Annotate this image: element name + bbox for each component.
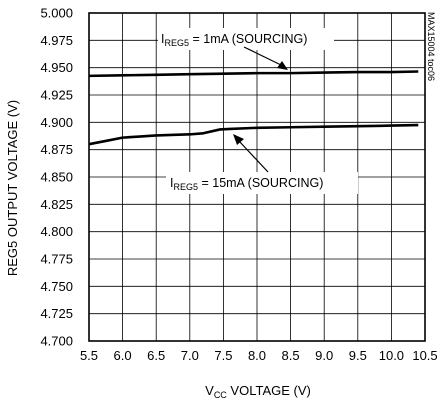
x-tick-label: 7.0 — [181, 348, 199, 363]
y-tick-label: 4.700 — [40, 334, 73, 349]
x-tick-label: 6.0 — [114, 348, 132, 363]
y-tick-label: 4.725 — [40, 306, 73, 321]
series-2-arrowhead — [233, 134, 244, 145]
y-tick-label: 4.875 — [40, 142, 73, 157]
x-axis-title: VCC VOLTAGE (V) — [205, 383, 311, 400]
series-1-line — [88, 70, 419, 78]
series-1-pointer — [243, 46, 282, 66]
y-tick-label: 4.925 — [40, 88, 73, 103]
series-lines — [88, 70, 419, 146]
x-tick-label: 10.5 — [412, 348, 437, 363]
y-tick-label: 5.000 — [40, 6, 73, 21]
series-1-label: IREG5 = 1mA (SOURCING) — [161, 32, 307, 48]
x-tick-label: 6.5 — [147, 348, 165, 363]
y-axis-title: REG5 OUTPUT VOLTAGE (V) — [5, 100, 20, 276]
series-2-line — [88, 123, 419, 146]
series-1-arrowhead — [277, 61, 288, 70]
x-tick-labels: 5.5 6.0 6.5 7.0 7.5 8.0 8.5 9.0 9.5 10.0 10.5 — [80, 348, 438, 363]
y-tick-label: 4.900 — [40, 115, 73, 130]
series-2-pointer — [238, 140, 269, 173]
y-tick-label: 4.800 — [40, 224, 73, 239]
x-tick-label: 8.0 — [248, 348, 266, 363]
x-tick-label: 5.5 — [80, 348, 98, 363]
x-tick-label: 8.5 — [282, 348, 300, 363]
series-2-label: IREG5 = 15mA (SOURCING) — [170, 176, 323, 192]
figure-id: MAX15004 toc06 — [426, 12, 436, 81]
y-tick-labels: 5.000 4.975 4.950 4.925 4.900 4.875 4.850 4.825… — [40, 6, 73, 349]
x-tick-label: 9.0 — [315, 348, 333, 363]
x-tick-label: 10.0 — [379, 348, 404, 363]
y-tick-label: 4.825 — [40, 197, 73, 212]
series-2-label-bg — [166, 172, 358, 194]
x-tick-label: 9.5 — [349, 348, 367, 363]
y-tick-label: 4.975 — [40, 33, 73, 48]
x-tick-label: 7.5 — [214, 348, 232, 363]
series-1-label-bg — [158, 28, 334, 50]
plot-frame — [88, 12, 426, 342]
y-tick-label: 4.775 — [40, 252, 73, 267]
y-tick-label: 4.750 — [40, 279, 73, 294]
y-tick-label: 4.850 — [40, 170, 73, 185]
y-tick-label: 4.950 — [40, 60, 73, 75]
